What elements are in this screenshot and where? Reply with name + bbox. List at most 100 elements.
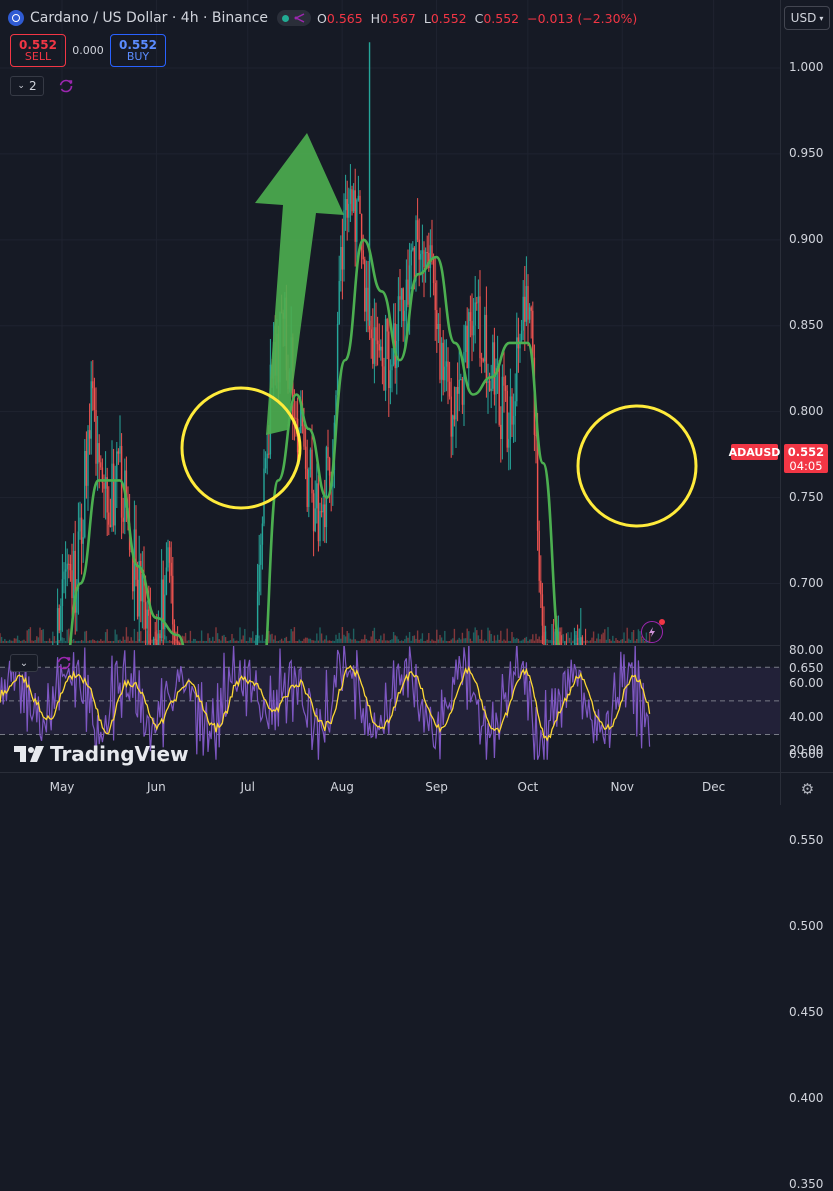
replay-share-icon (294, 13, 305, 23)
time-tick-label: Jun (147, 780, 166, 794)
candle-body (172, 575, 174, 625)
volume-bar (615, 638, 617, 643)
candle-body (524, 296, 526, 322)
volume-bar (418, 639, 420, 643)
volume-bar (583, 640, 585, 643)
volume-bar (248, 637, 251, 643)
volume-bar (292, 631, 294, 643)
price-axis[interactable]: 1.000 0.950 0.900 0.850 0.800 0.750 0.700 0.650… (780, 0, 833, 1191)
market-status-pill[interactable] (277, 10, 312, 26)
volume-bar (592, 631, 595, 643)
tradingview-logo[interactable]: TradingView (14, 742, 189, 766)
candle-body (343, 210, 345, 270)
candle-body (303, 426, 305, 447)
candle-body (324, 504, 326, 528)
high-value: 0.567 (380, 10, 416, 26)
alert-button[interactable] (641, 619, 665, 643)
volume-bar (247, 640, 249, 643)
pane-separator[interactable] (0, 645, 780, 646)
volume-bar (197, 640, 200, 643)
volume-bar (213, 640, 216, 643)
volume-bar (517, 638, 520, 643)
volume-bar (381, 640, 384, 643)
price-pane[interactable] (0, 0, 780, 645)
rsi-tick-label: 20.00 (789, 743, 824, 758)
volume-bar (330, 640, 332, 643)
symbol-title[interactable]: Cardano / US Dollar · 4h · Binance (30, 10, 269, 26)
currency-selector[interactable]: USD ▾ (784, 6, 830, 30)
volume-bar (530, 639, 532, 643)
volume-bar (546, 639, 548, 643)
rsi-legend-toggle[interactable]: ⌄ (10, 654, 38, 672)
volume-bar (396, 636, 398, 643)
volume-bar (408, 632, 411, 643)
candle-body (258, 564, 260, 592)
candle-body (335, 395, 337, 423)
buy-button[interactable]: 0.552 BUY (110, 34, 166, 67)
volume-bar (426, 639, 428, 643)
price-chart-svg[interactable] (0, 0, 780, 645)
volume-bar (40, 630, 43, 643)
rsi-pane[interactable] (0, 646, 780, 772)
sell-button[interactable]: 0.552 SELL (10, 34, 66, 67)
volume-bar (284, 637, 286, 643)
volume-bar (306, 637, 308, 643)
volume-bar (82, 640, 84, 643)
candle-body (341, 247, 344, 270)
volume-bar (53, 636, 56, 643)
volume-bar (316, 633, 318, 643)
open-value: 0.565 (326, 10, 363, 26)
volume-bar (325, 635, 328, 643)
volume-bar (495, 640, 497, 643)
volume-bar (240, 639, 243, 643)
volume-bar (500, 630, 502, 643)
volume-bar (412, 635, 414, 643)
candle-body (426, 251, 428, 253)
volume-bar (448, 640, 451, 643)
candle-body (527, 286, 529, 320)
volume-bar (15, 638, 17, 643)
candle-body (165, 567, 168, 595)
candle-body (116, 451, 118, 481)
volume-bar (109, 640, 112, 643)
lightning-icon (649, 627, 655, 637)
rsi-chart-svg[interactable] (0, 646, 780, 772)
candle-body (439, 323, 441, 380)
volume-bar (508, 640, 510, 643)
volume-bar (328, 640, 331, 643)
candle-body (69, 564, 72, 571)
volume-bar (352, 628, 355, 643)
circle-annotation-left (180, 386, 302, 510)
candle-body (319, 511, 321, 542)
candle-body (532, 310, 534, 358)
volume-bar (39, 627, 41, 643)
volume-bar (461, 632, 464, 643)
volume-bar (208, 637, 211, 643)
indicator-legend-toggle[interactable]: ⌄ 2 (10, 76, 44, 96)
volume-bar (360, 639, 363, 643)
candle-body (175, 639, 177, 641)
volume-bar (429, 640, 432, 643)
time-tick-label: May (49, 780, 75, 794)
candle-body (528, 307, 531, 320)
candle-body (463, 351, 465, 405)
candle-body (178, 643, 180, 645)
candle-body (264, 458, 267, 469)
volume-bar (367, 640, 369, 643)
time-axis[interactable]: May Jun Jul Aug Sep Oct Nov Dec (0, 772, 780, 805)
candle-body (306, 468, 308, 507)
last-price-label: 0.552 04:05 (784, 444, 828, 473)
candle-body (125, 470, 128, 508)
volume-bar (192, 638, 195, 643)
candle-body (424, 251, 427, 268)
volume-bar (116, 634, 118, 643)
rsi-loading-icon[interactable] (56, 655, 72, 671)
candle-body (336, 323, 339, 396)
volume-bar (76, 640, 78, 643)
candle-body (488, 380, 491, 391)
volume-bar (447, 640, 449, 643)
candle-body (493, 342, 496, 395)
chart-settings-button[interactable]: ⚙ (780, 772, 833, 805)
volume-bar (85, 630, 88, 643)
indicator-loading-icon[interactable] (58, 78, 74, 94)
